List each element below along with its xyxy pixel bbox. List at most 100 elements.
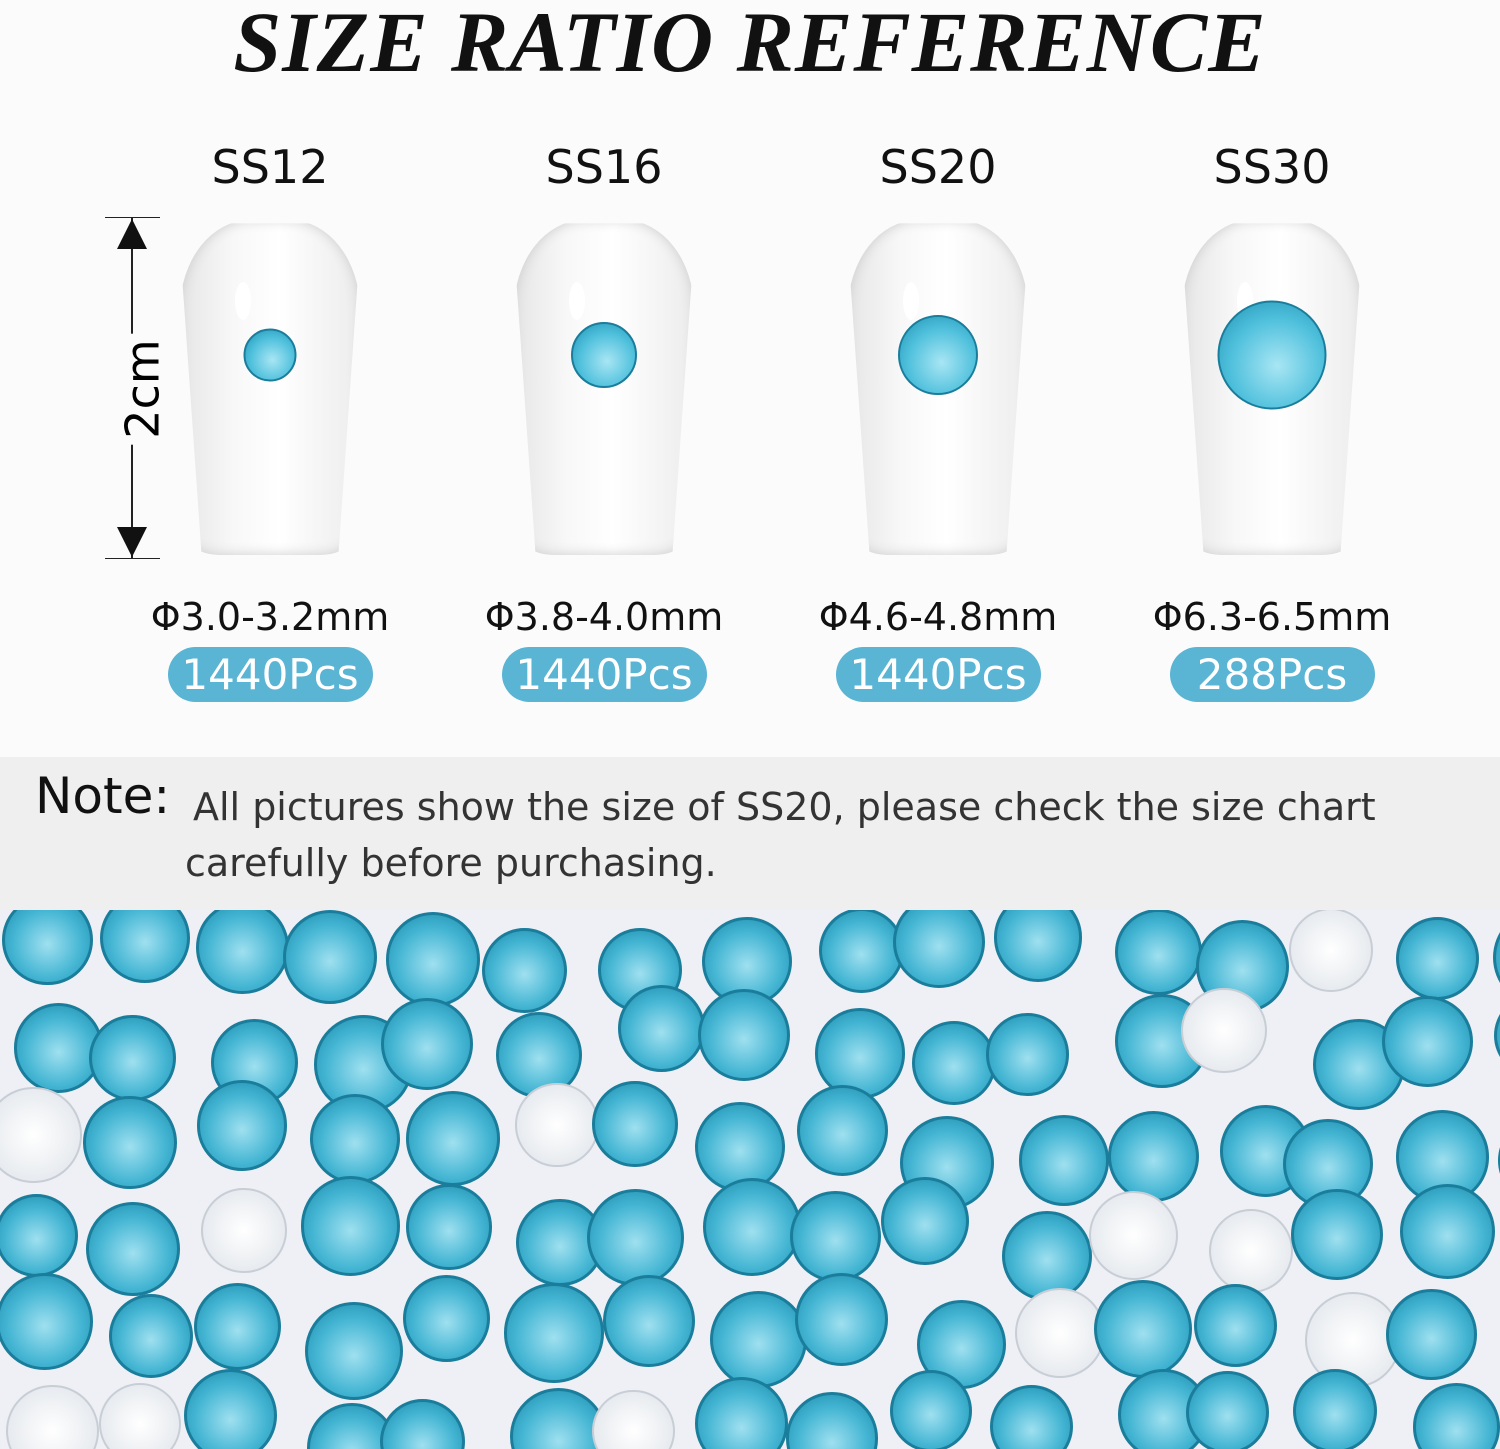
- rhinestone: [1492, 910, 1500, 1007]
- nail-shine: [235, 282, 251, 320]
- size-name: SS12: [211, 140, 329, 194]
- rhinestone: [6, 1384, 99, 1449]
- size-name: SS30: [1213, 140, 1331, 194]
- rhinestone: [194, 1282, 282, 1370]
- rhinestone: [196, 910, 290, 994]
- rhinestone: [504, 1283, 604, 1383]
- height-ruler: 2cm: [105, 217, 170, 559]
- rhinestone: [796, 1084, 889, 1177]
- rhinestone: [898, 315, 978, 395]
- rhinestone: [1399, 1184, 1495, 1280]
- rhinestone: [1014, 1287, 1105, 1378]
- rhinestone: [1108, 1111, 1200, 1203]
- rhinestone: [1181, 988, 1267, 1074]
- rhinestone: [790, 1191, 881, 1282]
- rhinestone: [380, 997, 473, 1090]
- rhinestone: [1088, 1190, 1179, 1280]
- rhinestone: [695, 1101, 785, 1192]
- nail-shine: [569, 282, 585, 320]
- ruler-tick: [105, 217, 160, 218]
- ruler-tick: [105, 558, 160, 559]
- size-name: SS20: [879, 140, 997, 194]
- diameter-label: Φ3.8-4.0mm: [484, 595, 724, 639]
- rhinestone: [1209, 1209, 1294, 1294]
- rhinestone: [1288, 910, 1374, 993]
- rhinestone: [405, 1090, 501, 1186]
- rhinestone: [911, 1020, 996, 1106]
- count-badge: 1440Pcs: [501, 647, 707, 702]
- rhinestone: [386, 912, 481, 1007]
- rhinestone: [709, 1291, 807, 1388]
- rhinestone: [1293, 1369, 1378, 1449]
- arrow-down-icon: [117, 527, 147, 557]
- rhinestone: [243, 328, 297, 382]
- rhinestone: [1185, 1370, 1270, 1449]
- rhinestone: [83, 1096, 177, 1190]
- rhinestone: [406, 1184, 492, 1270]
- rhinestones-photo: [0, 910, 1500, 1449]
- rhinestone: [571, 322, 637, 388]
- note-label: Note:: [35, 767, 171, 825]
- rhinestone: [0, 1193, 78, 1277]
- diameter-label: Φ4.6-4.8mm: [818, 595, 1058, 639]
- rhinestone: [1002, 1211, 1093, 1302]
- rhinestone: [1217, 300, 1327, 410]
- arrow-up-icon: [117, 219, 147, 249]
- rhinestone: [380, 1398, 466, 1449]
- rhinestone: [618, 985, 706, 1073]
- count-badge: 1440Pcs: [167, 647, 373, 702]
- rhinestone: [990, 1384, 1074, 1449]
- rhinestone: [1395, 1110, 1490, 1204]
- rhinestone: [795, 1273, 889, 1367]
- rhinestone: [2, 910, 94, 986]
- nail-tip: [1182, 223, 1362, 555]
- rhinestone: [1494, 994, 1500, 1078]
- rhinestone: [304, 1301, 404, 1401]
- rhinestone: [0, 1273, 93, 1370]
- rhinestone: [893, 910, 986, 988]
- rhinestone: [403, 1275, 491, 1363]
- rhinestone: [587, 1188, 685, 1286]
- rhinestone: [1386, 1289, 1477, 1380]
- rhinestone: [785, 1392, 879, 1449]
- size-column-ss20: SS20 Φ4.6-4.8mm 1440Pcs: [788, 140, 1088, 702]
- rhinestone: [309, 1093, 400, 1184]
- rhinestone: [196, 1080, 288, 1171]
- rhinestone: [819, 910, 905, 993]
- rhinestone: [697, 988, 791, 1082]
- rhinestone: [1018, 1115, 1109, 1206]
- note-banner: Note: All pictures show the size of SS20…: [0, 757, 1500, 910]
- count-badge: 1440Pcs: [835, 647, 1041, 702]
- rhinestone: [694, 1376, 789, 1449]
- rhinestone: [201, 1187, 287, 1274]
- rhinestone: [300, 1176, 400, 1276]
- nail-shine: [903, 282, 919, 320]
- rhinestone: [881, 1177, 970, 1266]
- rhinestone: [1412, 1383, 1500, 1449]
- rhinestone: [592, 1389, 675, 1449]
- note-text: All pictures show the size of SS20, plea…: [185, 785, 1376, 885]
- rhinestone: [994, 910, 1083, 982]
- rhinestone: [814, 1008, 906, 1099]
- rhinestone: [183, 1368, 278, 1449]
- rhinestone: [702, 1178, 801, 1277]
- rhinestone: [108, 1293, 194, 1378]
- nail-tip: [180, 223, 360, 555]
- rhinestone: [515, 1083, 599, 1167]
- nail-tip: [514, 223, 694, 555]
- diameter-label: Φ3.0-3.2mm: [150, 595, 390, 639]
- rhinestone: [602, 1274, 695, 1367]
- nail-tip: [848, 223, 1028, 555]
- diameter-label: Φ6.3-6.5mm: [1152, 595, 1392, 639]
- rhinestone: [1396, 917, 1480, 1001]
- rhinestone: [283, 910, 377, 1004]
- rhinestone: [1194, 1283, 1277, 1367]
- rhinestone: [89, 1014, 177, 1102]
- rhinestone: [986, 1013, 1069, 1096]
- page-title: SIZE RATIO REFERENCE: [233, 0, 1267, 90]
- rhinestone: [100, 910, 191, 984]
- count-badge: 288Pcs: [1169, 647, 1375, 702]
- rhinestone: [86, 1202, 180, 1296]
- rhinestone: [0, 1086, 82, 1183]
- size-column-ss12: SS12 Φ3.0-3.2mm 1440Pcs: [120, 140, 420, 702]
